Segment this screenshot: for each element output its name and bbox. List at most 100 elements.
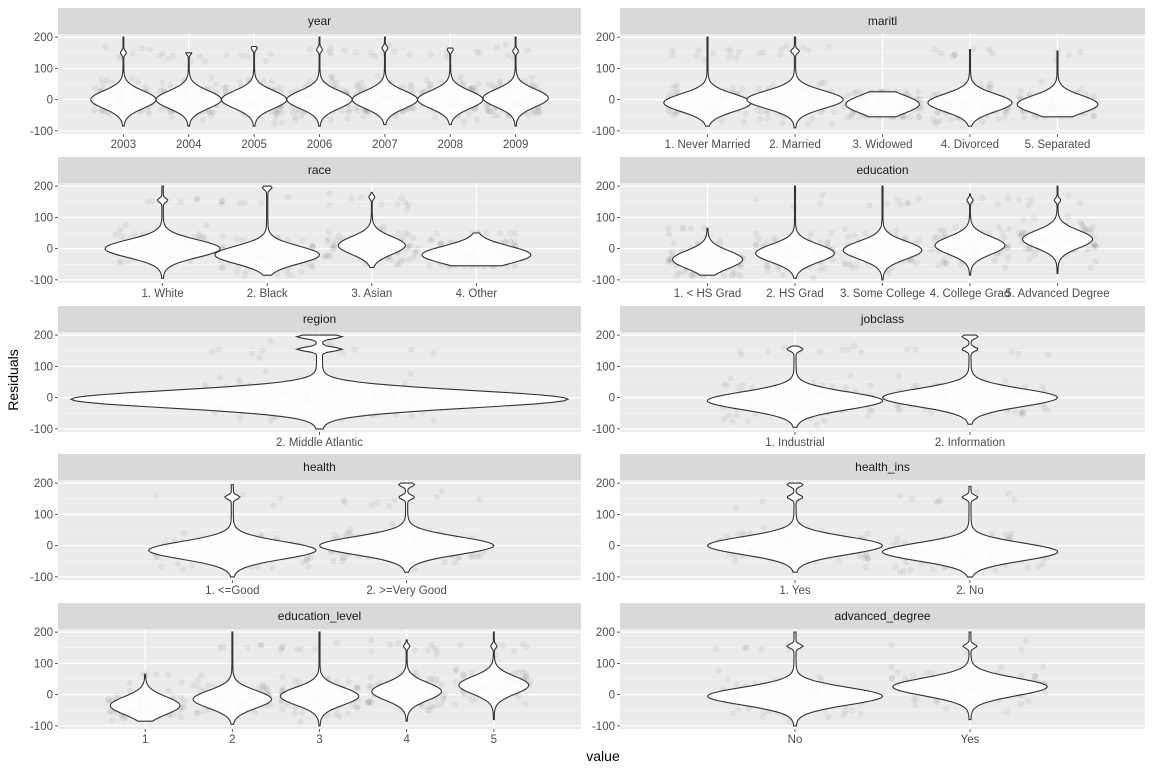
jitter-point (386, 641, 394, 648)
y-tick-label: -100 (592, 721, 615, 733)
jitter-point (1032, 673, 1039, 680)
jitter-point (805, 47, 812, 54)
jitter-point (665, 258, 672, 265)
jitter-point (241, 199, 248, 207)
jitter-point (857, 553, 864, 560)
jitter-point (844, 113, 852, 121)
jitter-point (1017, 409, 1025, 417)
jitter-point (327, 73, 335, 80)
jitter-point (728, 272, 736, 279)
jitter-point (406, 242, 414, 249)
jitter-point (532, 83, 540, 90)
jitter-point (355, 107, 363, 114)
jitter-point (343, 530, 351, 537)
jitter-point (410, 254, 417, 261)
jitter-point (755, 235, 762, 242)
violin-year-6 (482, 36, 549, 127)
jitter-point (916, 113, 923, 121)
jitter-point (1001, 264, 1009, 271)
jitter-point (235, 376, 242, 383)
jitter-point (108, 717, 116, 724)
y-tick-label: -100 (30, 126, 53, 138)
jitter-point (389, 520, 396, 528)
jitter-point (100, 81, 107, 88)
jitter-point (367, 49, 374, 57)
jitter-point (397, 256, 404, 264)
violin-education-level-4 (458, 631, 530, 721)
jitter-point (427, 237, 434, 244)
jitter-point (1001, 114, 1008, 121)
x-category-label: 1. Industrial (765, 437, 824, 449)
jitter-point (300, 559, 307, 567)
jitter-point (291, 710, 298, 717)
jitter-point (345, 678, 352, 685)
jitter-point (298, 268, 305, 275)
jitter-point (438, 488, 445, 495)
jitter-point (931, 236, 938, 243)
jitter-point (341, 47, 349, 54)
x-category-label: 3 (316, 734, 322, 746)
jitter-point (193, 709, 200, 717)
jitter-point (524, 111, 532, 118)
jitter-point (209, 348, 216, 356)
jitter-point (465, 110, 472, 118)
jitter-point (368, 636, 375, 644)
y-tick-label: 200 (34, 32, 53, 44)
jitter-point (215, 346, 222, 353)
violin-education-level-3 (371, 639, 443, 722)
jitter-point (329, 244, 337, 251)
jitter-point (348, 195, 356, 202)
jitter-point (365, 700, 372, 707)
jitter-point (911, 701, 918, 708)
jitter-point (221, 84, 228, 92)
jitter-point (484, 104, 492, 111)
jitter-point (127, 687, 134, 694)
jitter-point (327, 116, 334, 124)
x-category-label: 2. Middle Atlantic (276, 437, 363, 449)
jitter-point (120, 714, 127, 722)
jitter-point (529, 109, 536, 116)
jitter-point (368, 648, 375, 655)
jitter-point (430, 349, 437, 356)
jitter-point (1012, 409, 1019, 416)
jitter-point (831, 108, 838, 116)
jitter-point (885, 270, 893, 277)
jitter-point (729, 418, 737, 425)
facet-health: health -100 0 100 200 1. <=Good 2. >=Very Good (30, 454, 581, 597)
jitter-point (896, 569, 904, 576)
jitter-point (502, 41, 509, 49)
jitter-point (426, 262, 433, 269)
jitter-point (262, 57, 269, 64)
jitter-point (952, 224, 959, 231)
jitter-point (339, 349, 346, 356)
jitter-point (1086, 225, 1093, 233)
jitter-point (1038, 78, 1046, 86)
jitter-point (896, 372, 903, 379)
jitter-point (1015, 350, 1022, 357)
jitter-point (153, 554, 160, 561)
x-category-label: 2006 (307, 139, 333, 151)
jitter-point (935, 497, 942, 504)
x-category-label: 4. College Grad (930, 288, 1011, 300)
x-category-label: 5. Separated (1025, 139, 1091, 151)
jitter-point (308, 262, 316, 269)
jitter-point (1031, 673, 1039, 680)
jitter-point (933, 699, 941, 706)
jitter-point (729, 710, 736, 717)
jitter-point (775, 265, 782, 272)
jitter-point (888, 642, 895, 649)
jitter-point (528, 74, 535, 82)
jitter-point (438, 700, 445, 707)
jitter-point (908, 495, 916, 503)
violin-race-1 (214, 185, 321, 276)
jitter-point (764, 268, 771, 275)
x-category-label: 5 (491, 734, 497, 746)
jitter-point (829, 256, 836, 263)
jitter-point (531, 106, 539, 114)
x-category-label: 3. Asian (351, 288, 392, 300)
jitter-point (984, 82, 992, 89)
jitter-point (118, 258, 125, 265)
jitter-point (475, 49, 483, 57)
jitter-point (1090, 93, 1097, 100)
jitter-point (737, 272, 744, 279)
